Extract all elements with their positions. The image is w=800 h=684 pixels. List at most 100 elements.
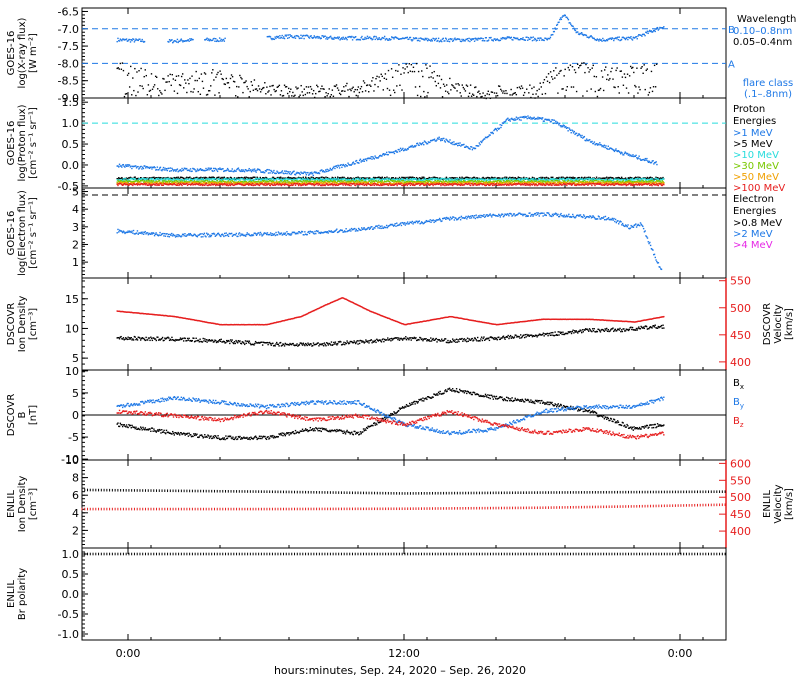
series-point	[407, 177, 408, 178]
series-point	[295, 174, 296, 175]
series-point	[311, 88, 312, 89]
series-point	[632, 154, 633, 155]
series-point	[516, 117, 517, 118]
series-point	[541, 86, 542, 87]
series-point	[143, 178, 144, 179]
series-point	[267, 169, 268, 170]
series-point	[120, 63, 121, 64]
series-point	[394, 153, 395, 154]
series-point	[166, 168, 167, 169]
series-point	[528, 37, 529, 38]
series-point	[443, 138, 444, 139]
series-point	[487, 93, 488, 94]
series-point	[500, 89, 501, 90]
series-point	[447, 91, 448, 92]
series-point	[376, 181, 377, 182]
series-point	[628, 92, 629, 93]
series-point	[164, 90, 165, 91]
series-point	[393, 180, 394, 181]
series-point	[329, 170, 330, 171]
series-point	[126, 38, 127, 39]
series-point	[471, 146, 472, 147]
series-point	[624, 153, 625, 154]
series-point	[271, 178, 272, 179]
series-point	[118, 166, 119, 167]
series-point	[406, 149, 407, 150]
series-point	[407, 178, 408, 179]
series-point	[188, 83, 189, 84]
series-point	[350, 90, 351, 91]
series-point	[200, 177, 201, 178]
series-point	[475, 38, 476, 39]
series-point	[559, 19, 560, 20]
series-point	[550, 71, 551, 72]
series-point	[212, 180, 213, 181]
series-point	[353, 91, 354, 92]
series-point	[303, 35, 304, 36]
series-point	[268, 183, 269, 184]
series-point	[129, 164, 130, 165]
series-point	[168, 81, 169, 82]
series-point	[496, 129, 497, 130]
series-point	[649, 92, 650, 93]
series-point	[638, 155, 639, 156]
series-point	[648, 94, 649, 95]
series-point	[532, 94, 533, 95]
series-point	[360, 39, 361, 40]
series-point	[576, 178, 577, 179]
series-point	[432, 40, 433, 41]
series-point	[488, 91, 489, 92]
series-point	[250, 182, 251, 183]
series-point	[386, 79, 387, 80]
series-point	[174, 169, 175, 170]
series--1-MeV	[117, 115, 658, 176]
series-point	[305, 172, 306, 173]
series-point	[556, 75, 557, 76]
series-point	[284, 170, 285, 171]
series-point	[452, 142, 453, 143]
series-point	[262, 182, 263, 183]
series-point	[393, 37, 394, 38]
flare-class-letter: A	[728, 59, 735, 70]
series-point	[520, 88, 521, 89]
series-point	[564, 69, 565, 70]
series-point	[334, 178, 335, 179]
series-point	[449, 139, 450, 140]
series-point	[168, 168, 169, 169]
series-point	[586, 35, 587, 36]
series-point	[175, 171, 176, 172]
series-point	[121, 69, 122, 70]
series-point	[249, 96, 250, 97]
series-point	[326, 95, 327, 96]
series-point	[623, 85, 624, 86]
series-point	[555, 121, 556, 122]
series-point	[131, 168, 132, 169]
series-point	[337, 176, 338, 177]
series-point	[218, 169, 219, 170]
series-point	[370, 158, 371, 159]
series-point	[584, 177, 585, 178]
series-point	[166, 81, 167, 82]
series-point	[233, 171, 234, 172]
series-point	[647, 68, 648, 69]
series-point	[497, 95, 498, 96]
series-point	[530, 116, 531, 117]
series-point	[303, 184, 304, 185]
series-point	[161, 170, 162, 171]
series-point	[416, 63, 417, 64]
series-point	[254, 179, 255, 180]
series-point	[415, 178, 416, 179]
series-point	[609, 78, 610, 79]
series-point	[147, 94, 148, 95]
series-point	[655, 161, 656, 162]
series-point	[408, 148, 409, 149]
series-point	[464, 88, 465, 89]
series-point	[178, 75, 179, 76]
series-point	[158, 95, 159, 96]
series-point	[385, 73, 386, 74]
series-point	[505, 90, 506, 91]
series-point	[213, 38, 214, 39]
series-point	[553, 178, 554, 179]
series-point	[650, 177, 651, 178]
series-point	[421, 70, 422, 71]
